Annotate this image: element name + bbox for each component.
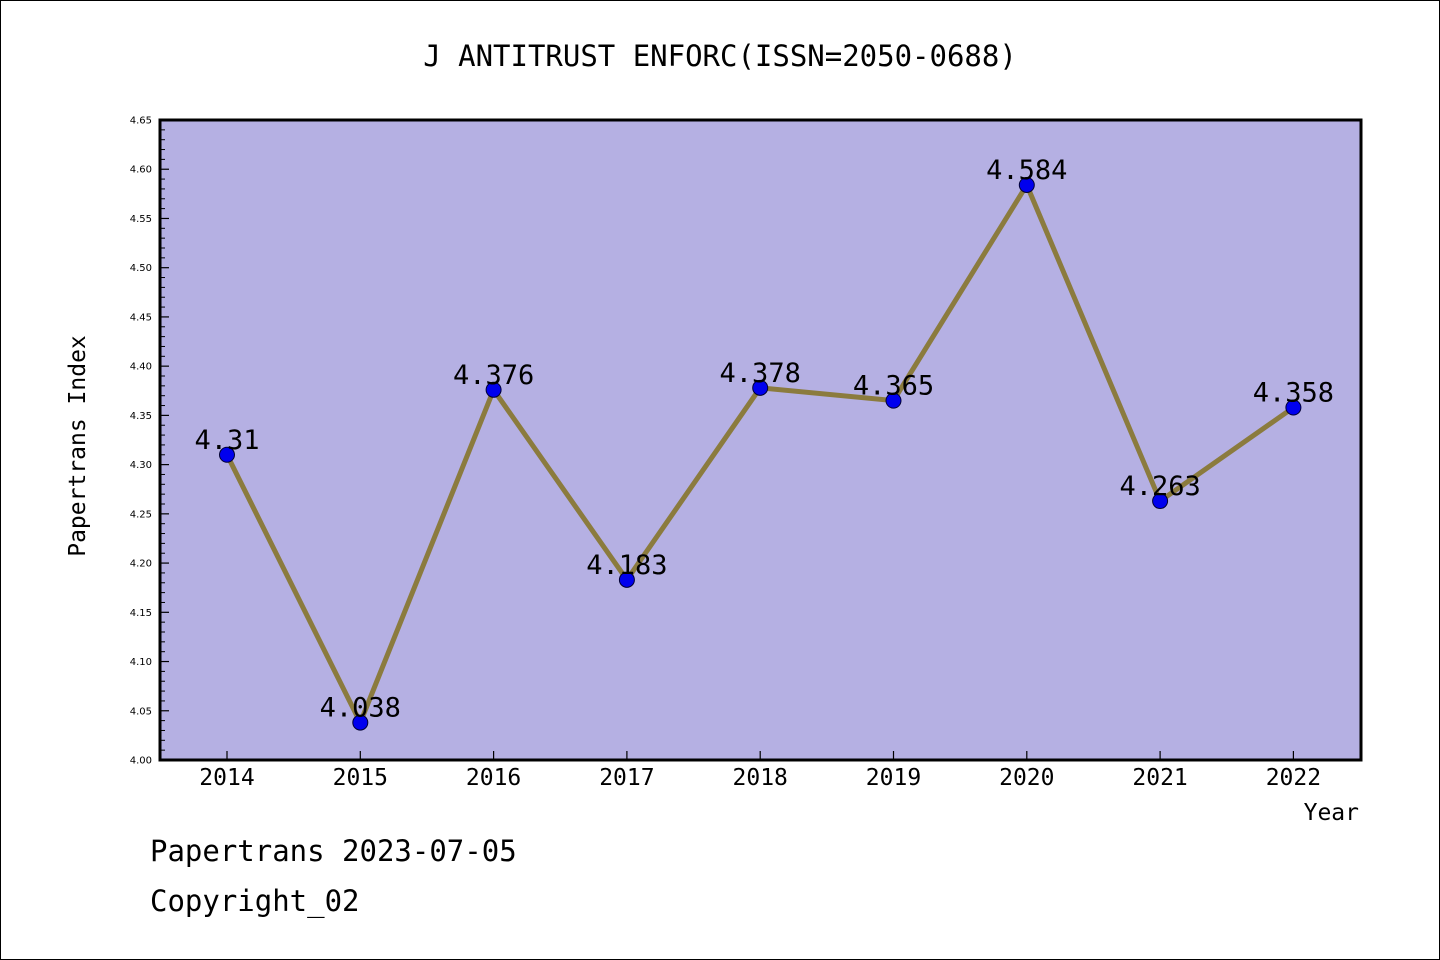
data-point xyxy=(1018,176,1035,193)
data-label: 4.376 xyxy=(453,360,534,391)
x-axis-label: Year xyxy=(1304,800,1359,826)
y-tick-label: 4.15 xyxy=(130,608,152,619)
x-tick-label: 2020 xyxy=(999,765,1054,791)
y-tick-label: 4.45 xyxy=(130,312,152,323)
x-tick-label: 2021 xyxy=(1132,765,1187,791)
y-tick-label: 4.30 xyxy=(130,460,152,471)
y-axis-label: Papertrans Index xyxy=(65,335,91,557)
y-tick-label: 4.40 xyxy=(130,362,152,373)
y-tick-label: 4.05 xyxy=(130,706,152,717)
data-label: 4.584 xyxy=(986,155,1067,186)
chart-title: J ANTITRUST ENFORC(ISSN=2050-0688) xyxy=(423,39,1017,73)
x-tick-label: 2014 xyxy=(199,765,254,791)
data-point xyxy=(1285,399,1302,416)
data-label: 4.378 xyxy=(720,358,801,389)
data-label: 4.31 xyxy=(194,425,259,456)
x-tick-label: 2018 xyxy=(733,765,788,791)
x-tick-label: 2016 xyxy=(466,765,521,791)
x-tick-label: 2017 xyxy=(599,765,654,791)
footer-copyright: Copyright_02 xyxy=(150,884,360,918)
plot-area xyxy=(158,118,1363,762)
series-0: 4.31 4.038 4.376 4.183 4.378 4.365 4.584 4.263 4… xyxy=(194,155,1334,731)
data-label: 4.365 xyxy=(853,371,934,402)
data-point xyxy=(752,379,769,396)
x-tick-label: 2019 xyxy=(866,765,921,791)
y-tick-label: 4.00 xyxy=(130,756,152,767)
data-point xyxy=(219,446,235,463)
y-tick-label: 4.35 xyxy=(130,411,152,422)
y-axis: 4.00 4.05 4.10 4.15 4.20 4.25 4.30 4.35 4.40 4.45… xyxy=(130,116,169,767)
footer-date: Papertrans 2023-07-05 xyxy=(150,834,517,868)
y-tick-label: 4.65 xyxy=(130,116,152,127)
y-tick-label: 4.10 xyxy=(130,657,152,668)
y-tick-label: 4.50 xyxy=(130,263,152,274)
data-label: 4.263 xyxy=(1119,471,1200,502)
data-label: 4.358 xyxy=(1253,378,1334,409)
y-tick-label: 4.55 xyxy=(130,214,152,225)
data-label: 4.183 xyxy=(586,550,667,581)
data-point xyxy=(1152,493,1169,510)
x-axis: 2014 2015 2016 2017 2018 2019 2020 2021 2022 xyxy=(199,751,1321,791)
y-tick-label: 4.20 xyxy=(130,559,152,570)
x-tick-label: 2022 xyxy=(1266,765,1321,791)
y-tick-label: 4.25 xyxy=(130,509,152,520)
y-tick-label: 4.60 xyxy=(130,165,152,176)
data-point xyxy=(485,381,502,398)
data-point xyxy=(352,714,369,731)
data-point xyxy=(885,392,902,409)
data-point xyxy=(618,571,635,588)
data-label: 4.038 xyxy=(320,693,401,724)
x-tick-label: 2015 xyxy=(333,765,388,791)
